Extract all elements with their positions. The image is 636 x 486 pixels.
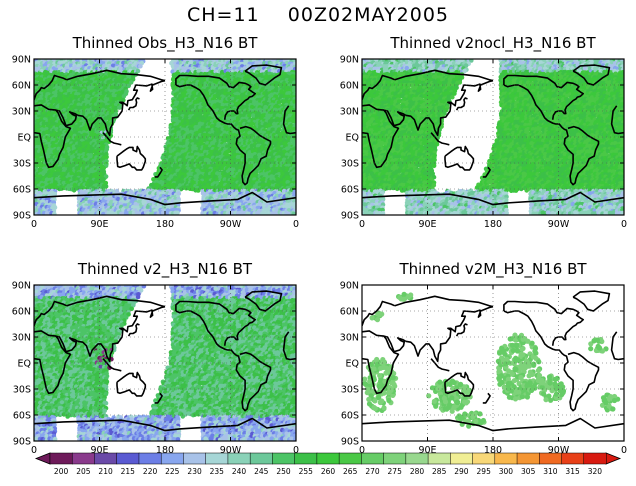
obs-point: [39, 77, 44, 83]
obs-point: [276, 100, 282, 105]
map-panel: Thinned v2nocl_H3_N16 BT0 90E 180 90W 090N60…: [340, 34, 627, 230]
obs-point: [292, 119, 296, 124]
obs-point: [121, 94, 127, 99]
y-tick-label: EQ: [18, 133, 31, 144]
obs-point: [230, 96, 235, 102]
obs-point: [274, 82, 279, 88]
obs-point: [138, 63, 143, 69]
obs-point: [292, 99, 296, 104]
obs-point: [84, 127, 89, 132]
obs-point: [249, 104, 255, 110]
x-tick-label: 0: [31, 219, 37, 230]
obs-point: [117, 105, 122, 110]
obs-point: [61, 85, 67, 90]
obs-point: [276, 77, 282, 82]
obs-point: [291, 88, 296, 93]
obs-point: [247, 74, 252, 80]
obs-point: [292, 154, 296, 160]
x-tick-label: 90W: [220, 219, 242, 230]
y-tick-label: 90N: [12, 55, 31, 66]
panel-title: Thinned Obs_H3_N16 BT: [72, 34, 259, 53]
obs-point: [247, 113, 252, 118]
x-tick-label: 0: [293, 219, 299, 230]
figure-title: CH=11 00Z02MAY2005: [186, 4, 450, 26]
x-tick-label: 180: [156, 219, 174, 230]
obs-point: [126, 83, 131, 89]
coastline: [116, 145, 147, 171]
obs-point: [175, 88, 180, 93]
obs-point: [234, 121, 240, 127]
obs-point: [292, 146, 296, 151]
y-tick-label: 30N: [12, 107, 31, 118]
y-tick-label: 60S: [13, 185, 31, 196]
obs-point: [249, 121, 255, 126]
panel-title: Thinned v2nocl_H3_N16 BT: [389, 34, 596, 53]
x-tick-label: 90E: [90, 219, 108, 230]
obs-point: [104, 154, 109, 160]
map-panel: Thinned Obs_H3_N16 BT 0 90E 180 90W 0 90N 60N 30…: [12, 34, 299, 230]
obs-point: [59, 96, 64, 102]
obs-point: [135, 68, 141, 74]
y-tick-label: 60N: [12, 81, 31, 92]
obs-point: [36, 110, 42, 115]
obs-point: [292, 59, 296, 63]
y-tick-label: 30S: [13, 159, 31, 170]
obs-point: [212, 94, 218, 99]
obs-point: [71, 188, 77, 193]
y-tick-label: 90S: [13, 211, 31, 222]
obs-point: [128, 80, 134, 85]
obs-point: [291, 74, 296, 79]
